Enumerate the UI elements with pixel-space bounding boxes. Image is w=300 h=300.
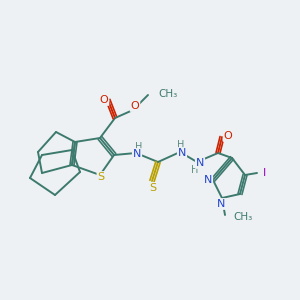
Text: H: H [135,142,143,152]
Text: O: O [100,95,108,105]
Text: S: S [98,172,105,182]
Text: I: I [263,168,266,178]
Text: N: N [196,158,204,168]
Text: O: O [130,101,140,111]
Text: N: N [204,175,212,185]
Text: CH₃: CH₃ [158,89,177,99]
Text: O: O [224,131,232,141]
Text: H: H [191,165,199,175]
Text: CH₃: CH₃ [233,212,252,222]
Text: N: N [133,149,141,159]
Text: N: N [178,148,186,158]
Text: S: S [149,183,157,193]
Text: H: H [177,140,185,150]
Text: N: N [217,199,225,209]
